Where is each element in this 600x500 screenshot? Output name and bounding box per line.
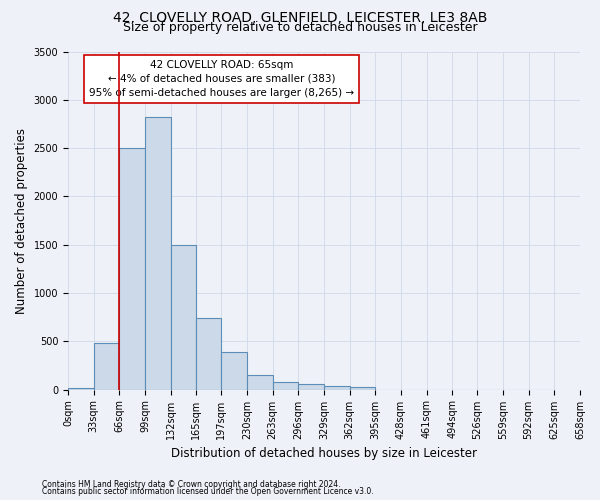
X-axis label: Distribution of detached houses by size in Leicester: Distribution of detached houses by size … [171,447,477,460]
Bar [298,384,324,390]
Bar [171,244,196,390]
Bar [196,318,221,390]
Text: Size of property relative to detached houses in Leicester: Size of property relative to detached ho… [122,21,478,34]
Bar [221,352,247,390]
Bar [68,388,94,390]
Bar [272,382,298,390]
Text: Contains public sector information licensed under the Open Government Licence v3: Contains public sector information licen… [42,487,374,496]
Text: Contains HM Land Registry data © Crown copyright and database right 2024.: Contains HM Land Registry data © Crown c… [42,480,341,489]
Bar [145,117,171,390]
Bar [247,374,272,390]
Bar [324,386,350,390]
Y-axis label: Number of detached properties: Number of detached properties [15,128,28,314]
Bar [119,148,145,390]
Text: 42, CLOVELLY ROAD, GLENFIELD, LEICESTER, LE3 8AB: 42, CLOVELLY ROAD, GLENFIELD, LEICESTER,… [113,11,487,25]
Bar [94,343,119,390]
Text: 42 CLOVELLY ROAD: 65sqm
← 4% of detached houses are smaller (383)
95% of semi-de: 42 CLOVELLY ROAD: 65sqm ← 4% of detached… [89,60,354,98]
Bar [350,386,376,390]
